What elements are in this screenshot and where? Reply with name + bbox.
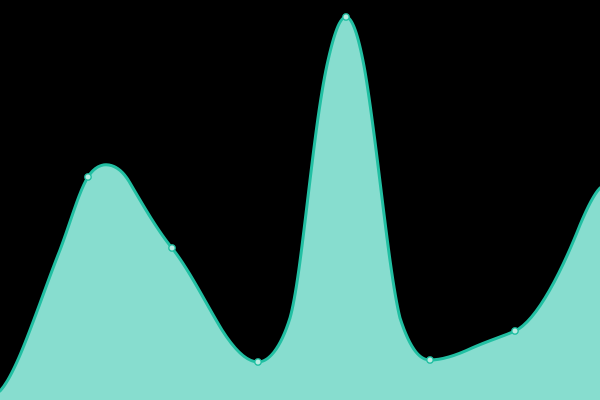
data-point-markers — [84, 13, 519, 366]
data-point-marker[interactable] — [254, 358, 262, 366]
data-point-marker[interactable] — [84, 173, 92, 181]
data-point-marker[interactable] — [426, 356, 434, 364]
data-point-marker[interactable] — [168, 244, 176, 252]
area-fill-path — [0, 17, 600, 400]
area-line-path — [0, 15, 600, 393]
data-point-marker[interactable] — [511, 327, 519, 335]
data-point-marker[interactable] — [342, 13, 350, 21]
